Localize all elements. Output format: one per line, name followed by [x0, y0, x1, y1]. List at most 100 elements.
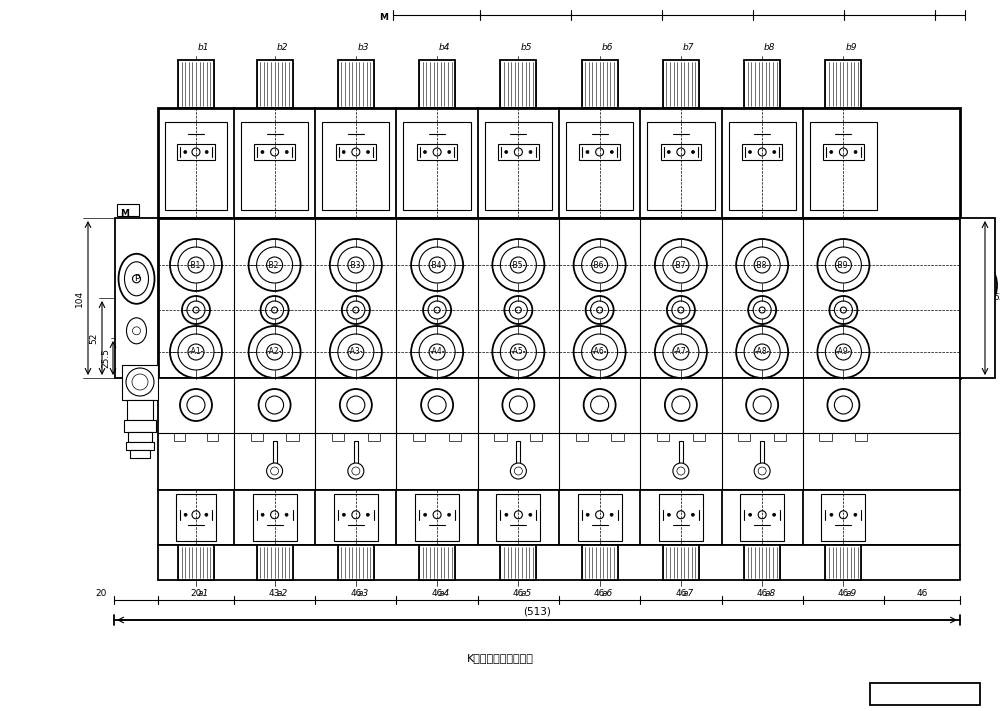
Circle shape [667, 151, 670, 154]
Circle shape [261, 296, 289, 324]
Circle shape [266, 301, 284, 319]
Circle shape [423, 296, 451, 324]
Circle shape [352, 467, 360, 475]
Circle shape [178, 334, 214, 370]
Text: a3: a3 [358, 589, 369, 599]
Circle shape [271, 148, 279, 156]
Circle shape [655, 326, 707, 378]
Text: 104: 104 [75, 289, 84, 306]
Text: a5: a5 [520, 589, 532, 599]
Circle shape [586, 296, 614, 324]
Text: 46: 46 [756, 589, 768, 599]
Bar [122, 365, 158, 400]
Circle shape [271, 467, 279, 475]
Circle shape [773, 513, 776, 516]
Circle shape [192, 510, 200, 519]
Circle shape [754, 344, 770, 360]
Circle shape [352, 148, 360, 156]
Circle shape [677, 510, 685, 519]
Circle shape [285, 513, 288, 516]
Bar [449, 433, 461, 441]
Circle shape [180, 389, 212, 421]
Circle shape [759, 307, 765, 313]
Circle shape [597, 307, 603, 313]
Bar [496, 494, 540, 541]
Text: a8: a8 [764, 589, 775, 599]
Bar [158, 108, 960, 218]
Circle shape [529, 151, 532, 154]
Circle shape [132, 274, 140, 283]
Bar [485, 122, 552, 210]
Bar [368, 433, 380, 441]
Bar [870, 683, 980, 705]
Circle shape [529, 513, 532, 516]
Bar [127, 400, 153, 420]
Circle shape [192, 148, 200, 156]
Bar [130, 450, 150, 458]
Circle shape [834, 396, 852, 414]
Circle shape [419, 334, 455, 370]
Circle shape [419, 247, 455, 283]
Ellipse shape [969, 270, 991, 300]
Circle shape [366, 151, 369, 154]
Bar [825, 545, 861, 580]
Circle shape [673, 463, 689, 479]
Bar [729, 122, 796, 210]
Text: P: P [134, 274, 139, 283]
Text: b1: b1 [198, 43, 209, 53]
Circle shape [182, 296, 210, 324]
Text: -A3-: -A3- [348, 348, 364, 356]
Circle shape [827, 389, 859, 421]
Bar [744, 60, 780, 108]
Circle shape [574, 239, 626, 291]
Circle shape [188, 344, 204, 360]
Text: -B7-: -B7- [673, 260, 689, 269]
Circle shape [677, 148, 685, 156]
Bar [251, 433, 263, 441]
Bar [821, 494, 865, 541]
Text: -A6-: -A6- [592, 348, 607, 356]
Circle shape [266, 396, 284, 414]
Bar [158, 378, 960, 490]
Bar [760, 441, 764, 465]
Text: 46: 46 [594, 589, 605, 599]
Bar [257, 545, 293, 580]
Circle shape [592, 344, 608, 360]
Bar [178, 545, 214, 580]
Circle shape [126, 368, 154, 396]
Circle shape [342, 151, 345, 154]
Circle shape [586, 513, 589, 516]
Circle shape [835, 344, 851, 360]
Text: -A2-: -A2- [267, 348, 282, 356]
Circle shape [582, 247, 618, 283]
Bar [419, 60, 455, 108]
Circle shape [510, 257, 526, 273]
Circle shape [509, 396, 527, 414]
Circle shape [505, 513, 508, 516]
Circle shape [187, 396, 205, 414]
Circle shape [342, 296, 370, 324]
Bar [611, 433, 624, 441]
Text: a6: a6 [602, 589, 613, 599]
Text: 46: 46 [431, 589, 443, 599]
Bar [498, 144, 539, 160]
Bar [158, 490, 960, 545]
Text: 46: 46 [513, 589, 524, 599]
Circle shape [504, 296, 532, 324]
Bar [566, 122, 633, 210]
Circle shape [691, 513, 694, 516]
Text: 52: 52 [89, 332, 98, 343]
Bar [834, 108, 852, 118]
Circle shape [667, 296, 695, 324]
Text: -A1-: -A1- [188, 348, 204, 356]
Bar [322, 122, 389, 210]
Bar [177, 144, 215, 160]
Circle shape [267, 344, 283, 360]
Circle shape [839, 148, 847, 156]
Circle shape [259, 389, 291, 421]
Circle shape [348, 463, 364, 479]
Text: 20: 20 [95, 589, 107, 599]
Ellipse shape [963, 262, 997, 308]
Bar [174, 433, 185, 441]
Circle shape [678, 307, 684, 313]
